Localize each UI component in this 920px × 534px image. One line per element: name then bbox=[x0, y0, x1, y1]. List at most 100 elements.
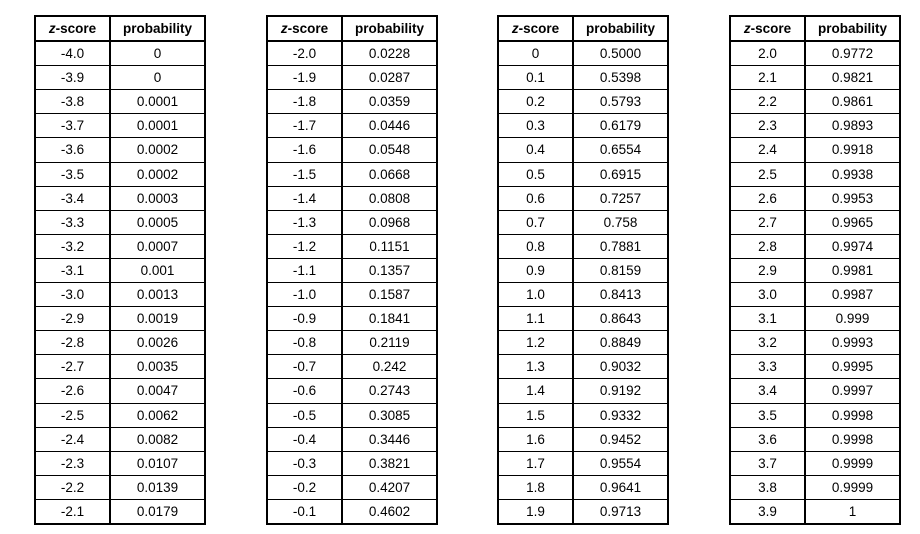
z-score-cell: -2.9 bbox=[34, 306, 111, 332]
table-row: -3.3 0.0005 bbox=[34, 209, 206, 235]
probability-cell: 0.0082 bbox=[109, 426, 206, 452]
probability-cell: 0.0002 bbox=[109, 137, 206, 163]
score-suffix: -score bbox=[750, 21, 792, 36]
probability-cell: 0.4602 bbox=[341, 498, 438, 525]
table-row: 0.3 0.6179 bbox=[497, 113, 669, 139]
probability-cell: 0.0107 bbox=[109, 450, 206, 476]
probability-cell: 0.9938 bbox=[804, 161, 901, 187]
table-row: 2.3 0.9893 bbox=[729, 113, 901, 139]
z-score-cell: -3.3 bbox=[34, 209, 111, 235]
table-row: 2.9 0.9981 bbox=[729, 257, 901, 284]
probability-cell: 0.5398 bbox=[572, 65, 669, 91]
z-table-4: z-score probability 2.0 0.9772 2.1 0.9821 2.… bbox=[729, 15, 901, 525]
probability-cell: 0.9974 bbox=[804, 233, 901, 259]
z-score-cell: -2.5 bbox=[34, 402, 111, 428]
z-score-cell: 0.3 bbox=[497, 113, 574, 139]
probability-cell: 0.9953 bbox=[804, 185, 901, 211]
header-row: z-score probability bbox=[729, 15, 901, 43]
z-score-cell: 2.1 bbox=[729, 65, 806, 91]
probability-cell: 0.8643 bbox=[572, 306, 669, 332]
z-score-cell: 0.8 bbox=[497, 233, 574, 259]
z-score-cell: -2.4 bbox=[34, 426, 111, 452]
z-score-cell: 0.7 bbox=[497, 209, 574, 235]
probability-cell: 0.9998 bbox=[804, 402, 901, 428]
z-score-cell: 3.5 bbox=[729, 402, 806, 428]
z-score-cell: -3.2 bbox=[34, 233, 111, 259]
table-row: 1.4 0.9192 bbox=[497, 378, 669, 404]
z-score-cell: 3.6 bbox=[729, 426, 806, 452]
table-row: 2.8 0.9974 bbox=[729, 233, 901, 259]
table-row: -3.5 0.0002 bbox=[34, 161, 206, 187]
table-row: -2.2 0.0139 bbox=[34, 474, 206, 500]
table-row: 0 0.5000 bbox=[497, 40, 669, 67]
probability-cell: 0.0139 bbox=[109, 474, 206, 500]
probability-cell: 0.1151 bbox=[341, 233, 438, 259]
table-row: -1.1 0.1357 bbox=[266, 257, 438, 284]
z-score-cell: -0.3 bbox=[266, 450, 343, 476]
table-row: -1.2 0.1151 bbox=[266, 233, 438, 259]
z-score-cell: 2.0 bbox=[729, 40, 806, 67]
z-score-cell: -3.6 bbox=[34, 137, 111, 163]
z-score-cell: 1.5 bbox=[497, 402, 574, 428]
table-row: -3.6 0.0002 bbox=[34, 137, 206, 163]
probability-cell: 0.6915 bbox=[572, 161, 669, 187]
z-table-3: z-score probability 0 0.5000 0.1 0.5398 0.2 0… bbox=[497, 15, 669, 525]
table-row: 3.8 0.9999 bbox=[729, 474, 901, 500]
table-row: 0.9 0.8159 bbox=[497, 257, 669, 284]
probability-cell: 0.6554 bbox=[572, 137, 669, 163]
probability-cell: 0.6179 bbox=[572, 113, 669, 139]
z-score-cell: -3.5 bbox=[34, 161, 111, 187]
score-suffix: -score bbox=[518, 21, 560, 36]
probability-cell: 0.9713 bbox=[572, 498, 669, 525]
z-score-header: z-score bbox=[34, 15, 111, 43]
probability-cell: 0.5793 bbox=[572, 89, 669, 115]
table-row: 0.5 0.6915 bbox=[497, 161, 669, 187]
z-score-cell: 2.9 bbox=[729, 257, 806, 284]
z-table-2: z-score probability -2.0 0.0228 -1.9 0.0287… bbox=[266, 15, 438, 525]
probability-cell: 0.0808 bbox=[341, 185, 438, 211]
probability-cell: 0.4207 bbox=[341, 474, 438, 500]
probability-cell: 0.758 bbox=[572, 209, 669, 235]
probability-cell: 0.0446 bbox=[341, 113, 438, 139]
table-row: -1.9 0.0287 bbox=[266, 65, 438, 91]
table-row: 1.2 0.8849 bbox=[497, 330, 669, 356]
probability-cell: 0.8159 bbox=[572, 257, 669, 284]
z-score-cell: 1.2 bbox=[497, 330, 574, 356]
z-score-cell: -1.8 bbox=[266, 89, 343, 115]
z-score-cell: -1.6 bbox=[266, 137, 343, 163]
z-score-cell: -4.0 bbox=[34, 40, 111, 67]
probability-cell: 0.1357 bbox=[341, 257, 438, 284]
probability-cell: 0.0047 bbox=[109, 378, 206, 404]
probability-header: probability bbox=[572, 15, 669, 43]
probability-cell: 0.9332 bbox=[572, 402, 669, 428]
table-row: 0.6 0.7257 bbox=[497, 185, 669, 211]
probability-cell: 0.9192 bbox=[572, 378, 669, 404]
probability-cell: 0.0001 bbox=[109, 89, 206, 115]
table-row: 1.9 0.9713 bbox=[497, 498, 669, 525]
probability-cell: 0.0003 bbox=[109, 185, 206, 211]
probability-cell: 0.0228 bbox=[341, 40, 438, 67]
table-row: -2.9 0.0019 bbox=[34, 306, 206, 332]
z-score-cell: 0.5 bbox=[497, 161, 574, 187]
z-score-cell: -3.4 bbox=[34, 185, 111, 211]
z-score-cell: 1.8 bbox=[497, 474, 574, 500]
probability-cell: 0.0019 bbox=[109, 306, 206, 332]
table-row: 2.7 0.9965 bbox=[729, 209, 901, 235]
z-score-cell: 1.4 bbox=[497, 378, 574, 404]
table-row: -0.7 0.242 bbox=[266, 354, 438, 380]
table-row: -0.8 0.2119 bbox=[266, 330, 438, 356]
z-score-cell: 3.0 bbox=[729, 282, 806, 308]
z-score-cell: 1.1 bbox=[497, 306, 574, 332]
table-row: -2.4 0.0082 bbox=[34, 426, 206, 452]
probability-cell: 0.0007 bbox=[109, 233, 206, 259]
probability-cell: 0.5000 bbox=[572, 40, 669, 67]
z-letter: z bbox=[48, 21, 56, 36]
table-row: 2.6 0.9953 bbox=[729, 185, 901, 211]
table-row: 2.0 0.9772 bbox=[729, 40, 901, 67]
probability-cell: 0.0005 bbox=[109, 209, 206, 235]
z-score-cell: 2.8 bbox=[729, 233, 806, 259]
table-row: -2.7 0.0035 bbox=[34, 354, 206, 380]
z-score-cell: -2.6 bbox=[34, 378, 111, 404]
probability-cell: 0.0968 bbox=[341, 209, 438, 235]
z-score-cell: 3.3 bbox=[729, 354, 806, 380]
